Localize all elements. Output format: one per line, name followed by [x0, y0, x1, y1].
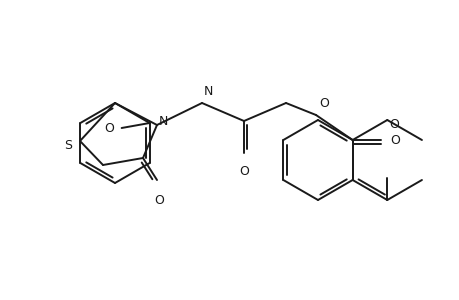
Text: S: S	[64, 139, 72, 152]
Text: O: O	[388, 118, 398, 130]
Text: N: N	[159, 115, 168, 128]
Text: O: O	[154, 194, 163, 207]
Text: O: O	[104, 122, 113, 134]
Text: O: O	[239, 165, 248, 178]
Text: O: O	[318, 97, 328, 110]
Text: O: O	[390, 134, 400, 146]
Text: N: N	[203, 85, 213, 98]
